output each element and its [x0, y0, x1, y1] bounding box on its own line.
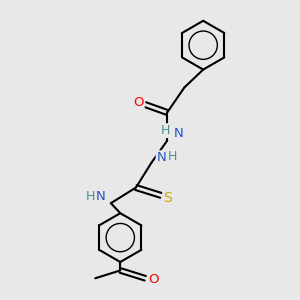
Text: N: N [157, 151, 166, 164]
Text: N: N [174, 127, 184, 140]
Text: N: N [96, 190, 106, 203]
Text: O: O [133, 96, 144, 109]
Text: H: H [161, 124, 170, 137]
Text: H: H [86, 190, 95, 203]
Text: S: S [164, 191, 172, 205]
Text: H: H [168, 150, 178, 163]
Text: O: O [148, 273, 158, 286]
